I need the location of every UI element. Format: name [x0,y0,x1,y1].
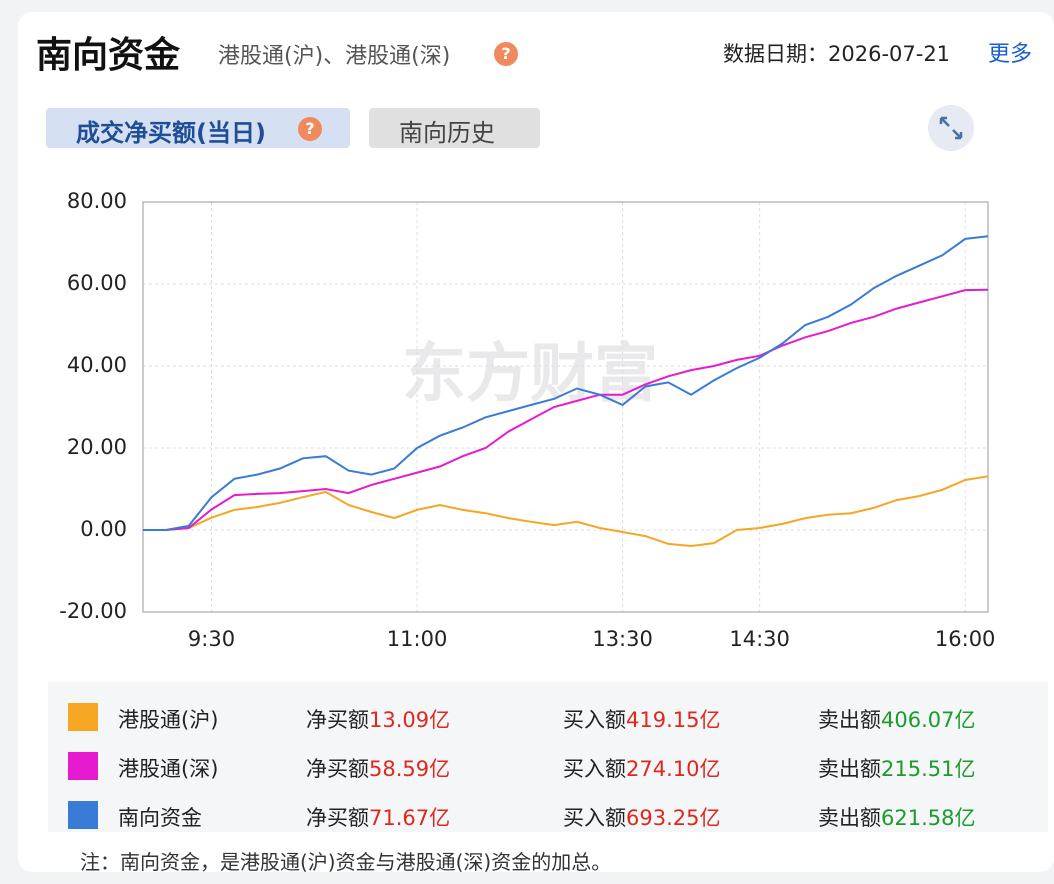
y-tick-label: 60.00 [67,271,127,295]
y-tick-label: 80.00 [67,189,127,213]
help-icon[interactable]: ? [494,42,518,66]
cell-value: 13.09亿 [369,708,451,732]
more-link[interactable]: 更多 [988,42,1033,67]
cell-label: 净买额 [306,806,369,830]
cell-label: 买入额 [563,806,626,830]
summary-cell: 买入额693.25亿 [563,802,720,832]
summary-row: 港股通(深) 净买额58.59亿 买入额274.10亿 卖出额215.51亿 [48,741,1048,791]
card: 南向资金 港股通(沪)、港股通(深) ? 数据日期：2026-07-21 更多 … [18,12,1054,874]
y-tick-label: -20.00 [59,599,127,623]
summary-cell: 净买额13.09亿 [306,704,450,734]
legend-swatch [68,703,98,731]
summary-cell: 卖出额406.07亿 [818,704,975,734]
summary-cell: 卖出额621.58亿 [818,802,975,832]
plot-frame [142,201,989,613]
x-tick-label: 9:30 [188,627,235,651]
date: 数据日期：2026-07-21 [723,42,951,66]
cell-label: 卖出额 [818,708,881,732]
cell-value: 215.51亿 [881,757,976,781]
cell-label: 净买额 [306,708,369,732]
cell-value: 621.58亿 [881,806,976,830]
legend-swatch [68,752,98,780]
summary-row: 港股通(沪) 净买额13.09亿 买入额419.15亿 卖出额406.07亿 [48,692,1048,742]
cell-label: 卖出额 [818,806,881,830]
series-line [143,475,989,548]
watermark: 东方财富 [402,338,658,412]
x-tick-label: 14:30 [729,627,790,651]
y-tick-label: 0.00 [80,517,127,541]
expand-button[interactable] [927,104,975,152]
summary-cell: 买入额274.10亿 [563,753,720,783]
summary-table: 港股通(沪) 净买额13.09亿 买入额419.15亿 卖出额406.07亿 港股通(深… [48,682,1048,832]
note: 注：南向资金，是港股通(沪)资金与港股通(深)资金的加总。 [80,850,612,874]
series-line [143,235,989,531]
cell-value: 406.07亿 [881,708,976,732]
legend-swatch [68,801,98,829]
cell-value: 419.15亿 [626,708,721,732]
cell-label: 卖出额 [818,757,881,781]
summary-cell: 买入额419.15亿 [563,704,720,734]
help-icon[interactable]: ? [298,117,322,141]
legend-label: 港股通(深) [118,757,219,781]
x-tick-label: 11:00 [387,627,448,651]
tab[interactable]: 南向历史 [369,108,540,148]
y-tick-label: 40.00 [67,353,127,377]
tab-label: 南向历史 [399,119,495,147]
legend-label: 港股通(沪) [118,708,219,732]
x-tick-label: 16:00 [935,627,996,651]
cell-value: 71.67亿 [369,806,451,830]
summary-cell: 净买额58.59亿 [306,753,450,783]
cell-label: 买入额 [563,708,626,732]
tab-label: 成交净买额(当日) [76,119,266,147]
cell-value: 274.10亿 [626,757,721,781]
y-tick-label: 20.00 [67,435,127,459]
tab-active[interactable]: 成交净买额(当日) ? [46,108,350,148]
cell-value: 58.59亿 [369,757,451,781]
title: 南向资金 [36,35,181,76]
legend-label: 南向资金 [118,806,202,830]
series-line [143,288,989,531]
summary-cell: 卖出额215.51亿 [818,753,975,783]
summary-cell: 净买额71.67亿 [306,802,450,832]
subtitle: 港股通(沪)、港股通(深) [218,44,451,69]
cell-label: 净买额 [306,757,369,781]
chart: 东方财富 -20.00 0.00 20.00 40.00 60.00 80.00 9:30 1… [59,189,996,651]
cell-label: 买入额 [563,757,626,781]
cell-value: 693.25亿 [626,806,721,830]
x-tick-label: 13:30 [592,627,653,651]
summary-row: 南向资金 净买额71.67亿 买入额693.25亿 卖出额621.58亿 [48,790,1048,840]
